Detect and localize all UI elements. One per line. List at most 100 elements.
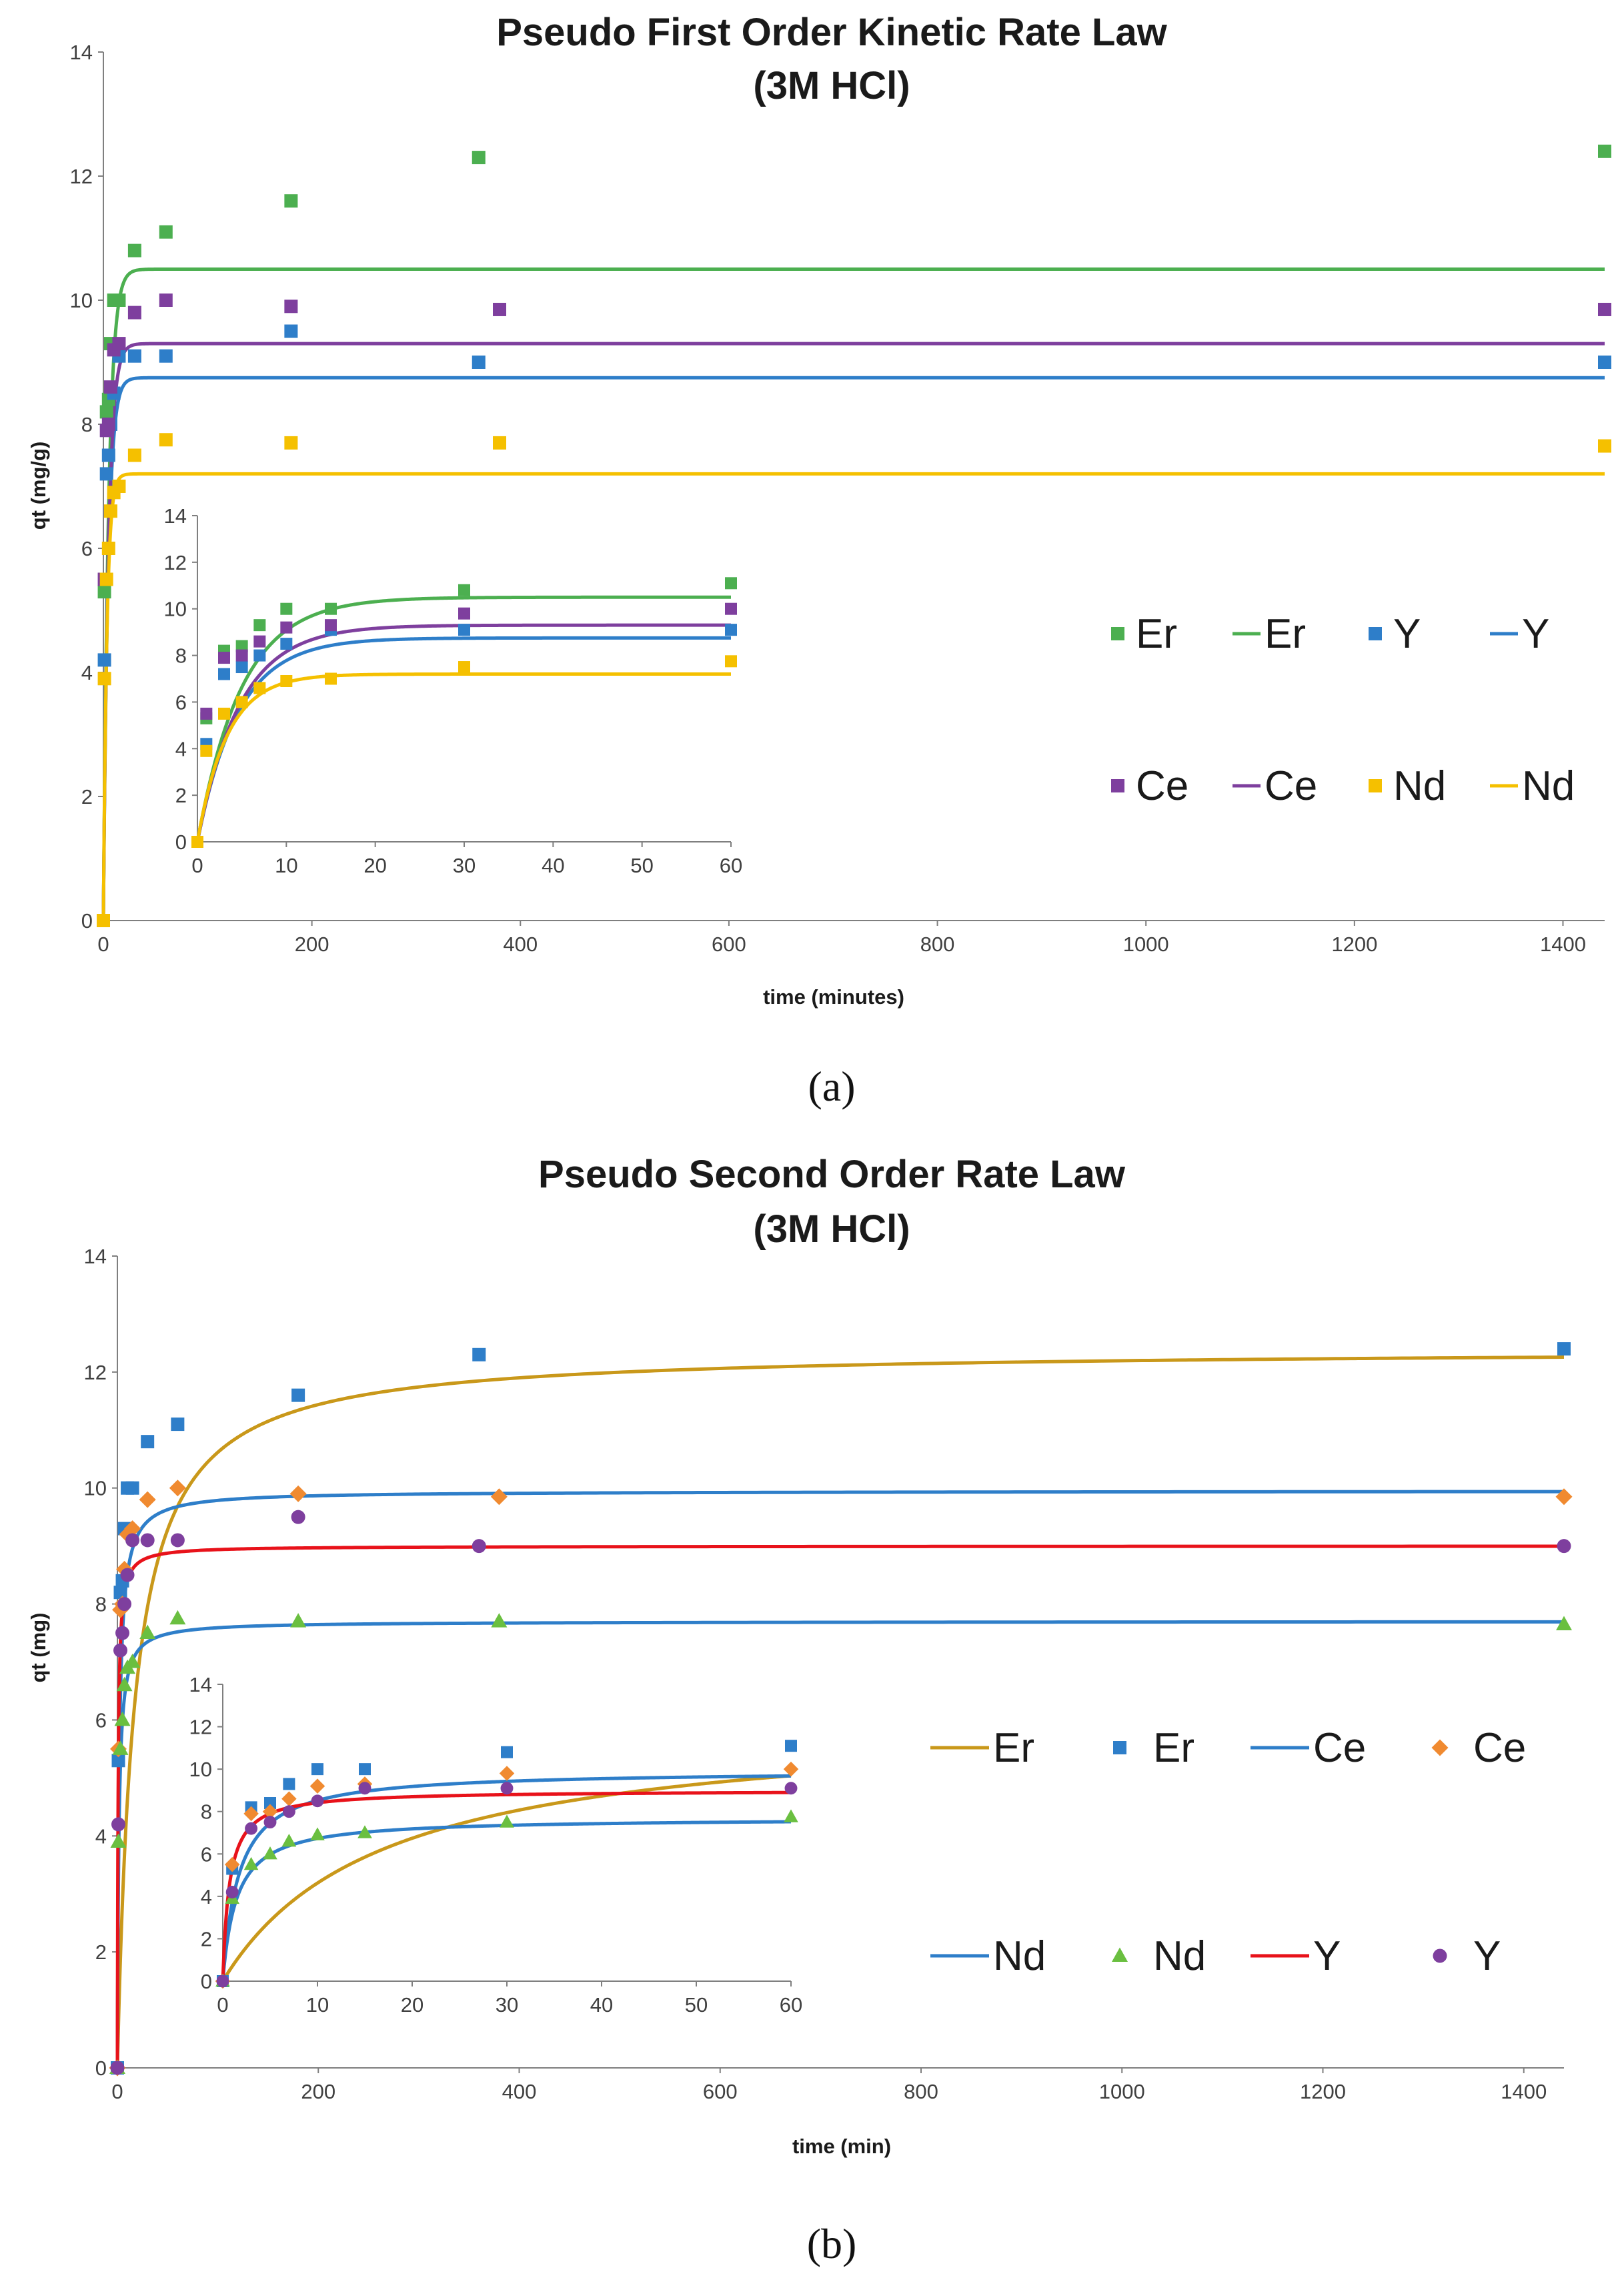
inset-point-ce: [253, 635, 266, 648]
inset-point-ce: [458, 607, 470, 620]
main-point-nd: [284, 436, 298, 450]
main-point-nd: [97, 672, 111, 686]
main-point-ce: [289, 1485, 307, 1502]
main-y-tick-label: 8: [95, 1593, 107, 1616]
inset-y-tick-label: 2: [175, 784, 187, 807]
main-y-tick-label: 2: [81, 785, 93, 808]
panel-b: Pseudo Second Order Rate Law (3M HCl) ti…: [27, 1153, 1573, 2267]
main-point-ce: [124, 1520, 141, 1538]
legend-marker-swatch: [1369, 779, 1382, 792]
main-point-y: [159, 349, 173, 363]
inset-point-ce: [243, 1806, 259, 1822]
inset-point-y: [458, 624, 470, 636]
main-y-tick-label: 6: [81, 537, 93, 560]
legend-entry: Y: [1251, 1933, 1341, 1979]
legend-entry: Ce: [1251, 1725, 1366, 1771]
main-point-nd: [1556, 1616, 1572, 1630]
inset-point-nd: [357, 1825, 372, 1838]
inset-point-y: [216, 1974, 229, 1988]
main-y-tick-label: 12: [84, 1361, 107, 1384]
inset-point-nd: [263, 1846, 277, 1860]
inset-point-nd: [325, 672, 337, 685]
legend-label: Ce: [1136, 763, 1188, 809]
inset-point-y: [725, 624, 737, 636]
main-point-nd: [103, 504, 117, 518]
main-x-tick-label: 1200: [1331, 933, 1377, 956]
inset-y-tick-label: 10: [164, 598, 187, 621]
main-y-tick-label: 4: [95, 1824, 107, 1848]
inset-point-ce: [218, 652, 230, 664]
main-point-y: [125, 1533, 140, 1548]
legend-marker-swatch: [1433, 1948, 1447, 1963]
main-point-er: [472, 1347, 486, 1361]
inset-y-tick-label: 2: [201, 1927, 212, 1950]
inset-y-tick-label: 8: [175, 644, 187, 668]
legend-label: Y: [1313, 1933, 1341, 1979]
inset-x-tick-label: 10: [306, 1993, 329, 2017]
main-point-y: [115, 1626, 130, 1640]
legend-label: Er: [1136, 611, 1177, 657]
main-point-er: [113, 1586, 127, 1600]
inset-x-tick-label: 40: [542, 854, 564, 877]
inset-point-er: [325, 602, 337, 615]
legend-label: Nd: [1522, 763, 1575, 809]
inset-point-nd: [784, 1809, 798, 1822]
inset-y-tick-label: 6: [175, 690, 187, 714]
main-x-tick-label: 400: [502, 2080, 537, 2103]
main-point-nd: [99, 572, 113, 586]
main-y-tick-label: 12: [70, 165, 93, 188]
chart-b-xlabel: time (min): [792, 2135, 891, 2158]
main-point-ce: [112, 337, 126, 351]
main-point-nd: [124, 1654, 141, 1668]
main-point-nd: [110, 1833, 127, 1848]
inset-point-er: [785, 1740, 797, 1752]
chart-a-title: Pseudo First Order Kinetic Rate Law: [496, 11, 1167, 54]
main-point-ce: [1598, 302, 1611, 316]
inset-point-nd: [725, 655, 737, 668]
inset-point-er: [501, 1746, 513, 1758]
main-y-tick-label: 8: [81, 413, 93, 436]
inset-point-y: [253, 649, 266, 662]
panel-a-label: (a): [808, 1063, 855, 1110]
inset-x-tick-label: 10: [275, 854, 297, 877]
main-x-tick-label: 1000: [1123, 933, 1169, 956]
main-y-tick-label: 0: [95, 2057, 107, 2080]
main-fit-line-nd: [101, 472, 1605, 922]
chart-a-ylabel: qt (mg/g): [27, 442, 50, 530]
legend-marker-swatch: [1112, 1947, 1128, 1962]
inset-point-nd: [218, 707, 230, 720]
main-point-er: [284, 194, 298, 208]
inset-point-er: [264, 1797, 276, 1809]
main-point-er: [291, 1388, 305, 1402]
inset-point-nd: [500, 1814, 514, 1828]
legend-entry: Er: [930, 1725, 1034, 1771]
legend-label: Ce: [1313, 1725, 1366, 1771]
inset-x-tick-label: 40: [590, 1993, 613, 2017]
main-point-er: [1557, 1342, 1571, 1356]
main-point-y: [1557, 1539, 1571, 1554]
main-point-y: [111, 1817, 126, 1832]
inset-point-y: [282, 1805, 295, 1818]
legend-entry: Nd: [1369, 763, 1446, 809]
main-y-tick-label: 0: [81, 909, 93, 933]
main-point-nd: [127, 448, 141, 462]
chart-b-subtitle: (3M HCl): [753, 1207, 910, 1251]
main-point-ce: [101, 418, 115, 431]
main-point-er: [1598, 144, 1611, 158]
inset-point-y: [500, 1782, 514, 1795]
inset-point-y: [263, 1816, 277, 1829]
main-point-er: [125, 1481, 139, 1495]
inset-x-tick-label: 0: [217, 1993, 228, 2017]
chart-b-ylabel: qt (mg): [27, 1612, 50, 1682]
legend-label: Nd: [993, 1933, 1046, 1979]
inset-point-nd: [310, 1827, 325, 1840]
inset-x-tick-label: 60: [780, 1993, 802, 2017]
main-fit-line-er: [115, 1355, 1565, 2070]
main-x-tick-label: 1000: [1099, 2080, 1145, 2103]
main-x-tick-label: 200: [295, 933, 329, 956]
main-fit-line-y: [101, 376, 1605, 923]
inset-point-nd: [280, 674, 293, 687]
legend-entry: Nd: [930, 1933, 1046, 1979]
